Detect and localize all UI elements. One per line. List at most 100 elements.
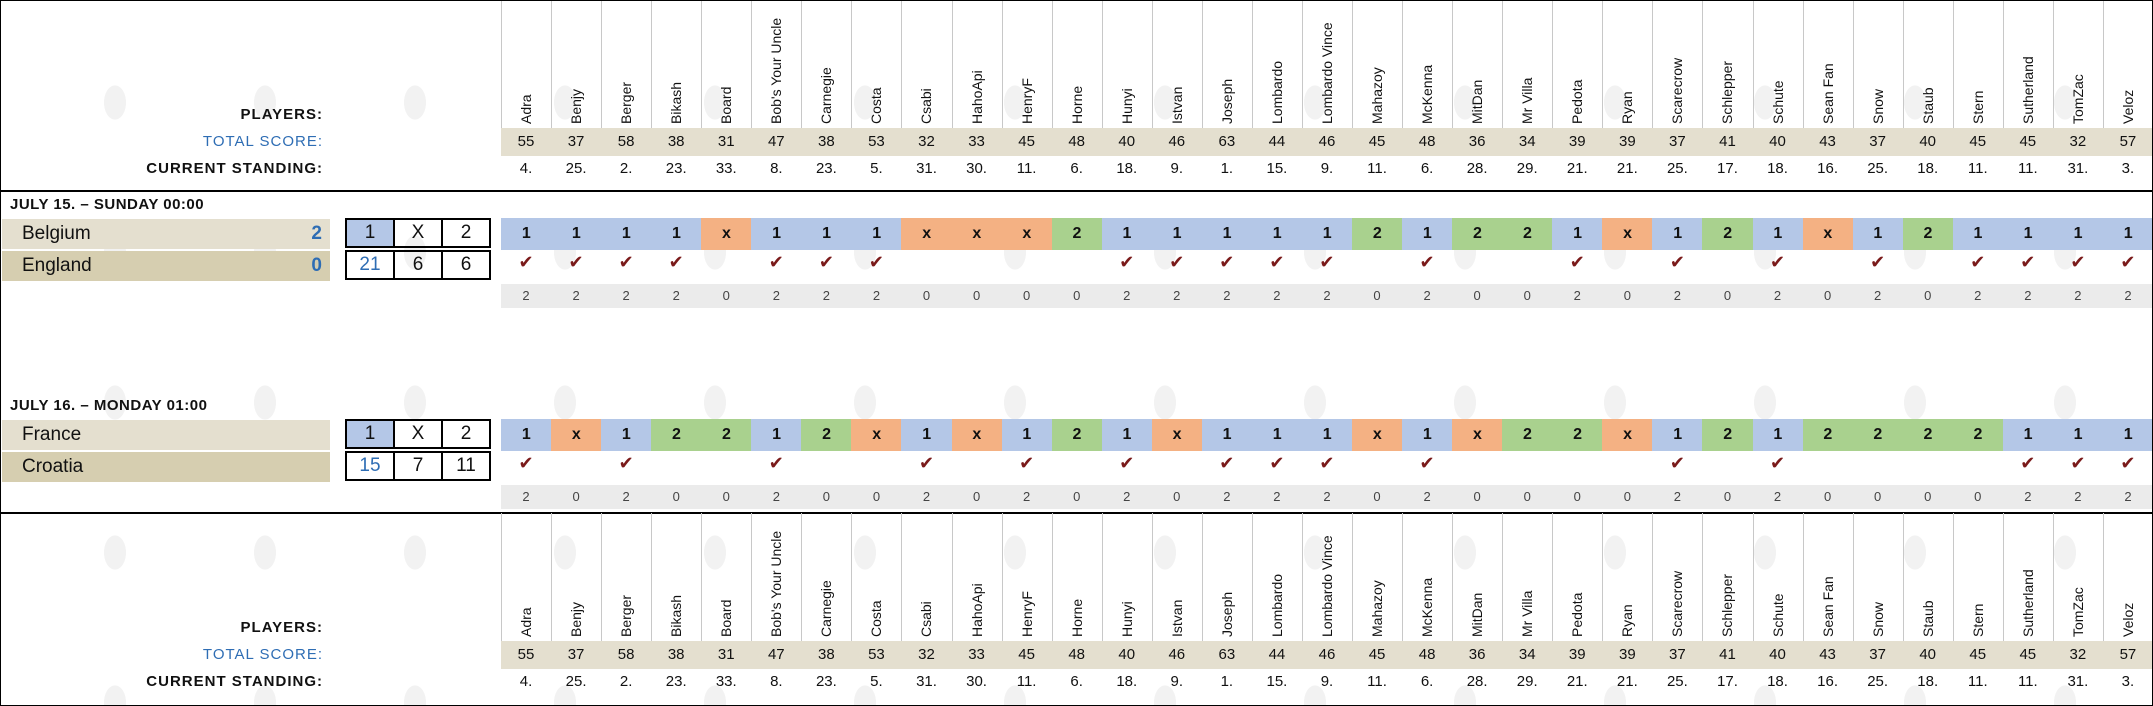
player-pick: 1 xyxy=(1752,419,1804,451)
correct-tick: ✔ xyxy=(1119,252,1135,272)
points-value: 2 xyxy=(822,288,830,303)
column-divider xyxy=(701,513,703,643)
player-pick: 1 xyxy=(1402,218,1453,250)
player-pick: 2 xyxy=(1452,218,1503,250)
correct-tick: ✔ xyxy=(1219,453,1235,473)
standing-value: 6. xyxy=(1070,673,1083,690)
standing-value: 23. xyxy=(665,160,687,177)
column-divider xyxy=(901,0,903,130)
standing-value: 9. xyxy=(1170,160,1184,177)
total-score-value: 48 xyxy=(1068,133,1086,150)
player-pick: 1 xyxy=(2052,218,2104,250)
column-divider xyxy=(1101,513,1103,643)
player-pick: 1 xyxy=(2102,419,2153,451)
player-pick: 1 xyxy=(2002,218,2054,250)
away-team-name: Croatia xyxy=(22,456,84,477)
points-value: 0 xyxy=(1523,288,1531,303)
points-value: 2 xyxy=(2024,489,2032,504)
correct-tick: ✔ xyxy=(618,453,634,473)
players-label: PLAYERS: xyxy=(240,106,323,123)
standing-value: 6. xyxy=(1420,160,1434,177)
total-score-value: 47 xyxy=(767,646,785,663)
player-pick: 1 xyxy=(551,218,602,250)
standing-value: 15. xyxy=(1266,160,1288,177)
correct-tick: ✔ xyxy=(1269,252,1285,272)
points-value: 0 xyxy=(1473,288,1481,303)
standing-value: 25. xyxy=(1666,160,1688,177)
total-score-value: 39 xyxy=(1568,133,1586,150)
home-team-score: 2 xyxy=(311,223,322,244)
player-pick: 2 xyxy=(801,419,852,451)
home-team-name: France xyxy=(22,424,82,445)
points-value: 0 xyxy=(1573,489,1581,504)
standing-value: 28. xyxy=(1466,673,1488,690)
total-score-value: 37 xyxy=(567,133,585,150)
standing-value: 18. xyxy=(1917,673,1939,690)
column-divider xyxy=(1602,513,1604,643)
total-score-value: 44 xyxy=(1268,646,1286,663)
player-pick: 2 xyxy=(701,419,752,451)
points-value: 0 xyxy=(1373,489,1381,504)
player-pick: 1 xyxy=(1552,218,1603,250)
player-pick: 1 xyxy=(1402,419,1453,451)
column-divider xyxy=(1752,0,1754,130)
player-pick: 1 xyxy=(851,218,902,250)
player-pick: x xyxy=(901,218,953,250)
points-value: 2 xyxy=(2074,288,2082,303)
total-score-value: 39 xyxy=(1618,646,1636,663)
total-score-value: 48 xyxy=(1418,133,1436,150)
standing-value: 31. xyxy=(2067,160,2089,177)
total-score-value: 45 xyxy=(1969,646,1987,663)
player-pick: x xyxy=(1452,419,1503,451)
column-divider xyxy=(501,0,502,130)
player-pick: 1 xyxy=(1952,218,2004,250)
column-divider xyxy=(1952,0,1954,130)
player-pick: 1 xyxy=(1752,218,1804,250)
home-team-name: Belgium xyxy=(22,223,91,244)
total-score-value: 33 xyxy=(968,133,985,150)
column-divider xyxy=(601,513,603,643)
standing-value: 11. xyxy=(1967,160,1988,177)
column-divider xyxy=(951,0,953,130)
player-pick: 2 xyxy=(1552,419,1603,451)
standing-value: 11. xyxy=(1016,160,1037,177)
standing-value: 18. xyxy=(1917,160,1939,177)
points-value: 0 xyxy=(1823,288,1832,303)
correct-tick: ✔ xyxy=(1870,252,1886,272)
total-score-value: 63 xyxy=(1218,646,1236,663)
points-band xyxy=(501,485,2153,509)
correct-tick: ✔ xyxy=(1970,252,1986,272)
column-divider xyxy=(1552,513,1554,643)
points-value: 2 xyxy=(772,288,780,303)
column-divider xyxy=(901,513,903,643)
column-divider xyxy=(1952,513,1954,643)
total-score-value: 40 xyxy=(1769,646,1786,663)
column-divider xyxy=(1502,0,1504,130)
player-pick: x xyxy=(851,419,902,451)
points-value: 0 xyxy=(1974,489,1982,504)
player-pick: x xyxy=(951,218,1003,250)
points-value: 2 xyxy=(2074,489,2082,504)
total-score-value: 39 xyxy=(1618,133,1636,150)
standing-value: 18. xyxy=(1767,160,1788,177)
total-score-value: 46 xyxy=(1318,133,1336,150)
column-divider xyxy=(1452,513,1454,643)
away-team: England 0 xyxy=(2,251,330,281)
column-divider xyxy=(1802,513,1804,643)
player-pick: 2 xyxy=(1702,218,1753,250)
total-score-value: 32 xyxy=(918,133,935,150)
column-divider xyxy=(801,0,803,130)
player-pick: x xyxy=(551,419,602,451)
total-score-value: 45 xyxy=(2019,646,2037,663)
player-pick: 1 xyxy=(1001,419,1053,451)
points-value: 2 xyxy=(872,288,881,303)
points-value: 2 xyxy=(672,288,680,303)
points-value: 0 xyxy=(1723,489,1732,504)
points-value: 2 xyxy=(522,489,530,504)
standing-value: 11. xyxy=(2017,673,2038,690)
points-value: 0 xyxy=(1723,288,1732,303)
match-date: JULY 16. – MONDAY 01:00 xyxy=(10,397,208,414)
standing-value: 23. xyxy=(815,673,837,690)
player-pick: x xyxy=(951,419,1003,451)
total-score-value: 45 xyxy=(1969,133,1987,150)
